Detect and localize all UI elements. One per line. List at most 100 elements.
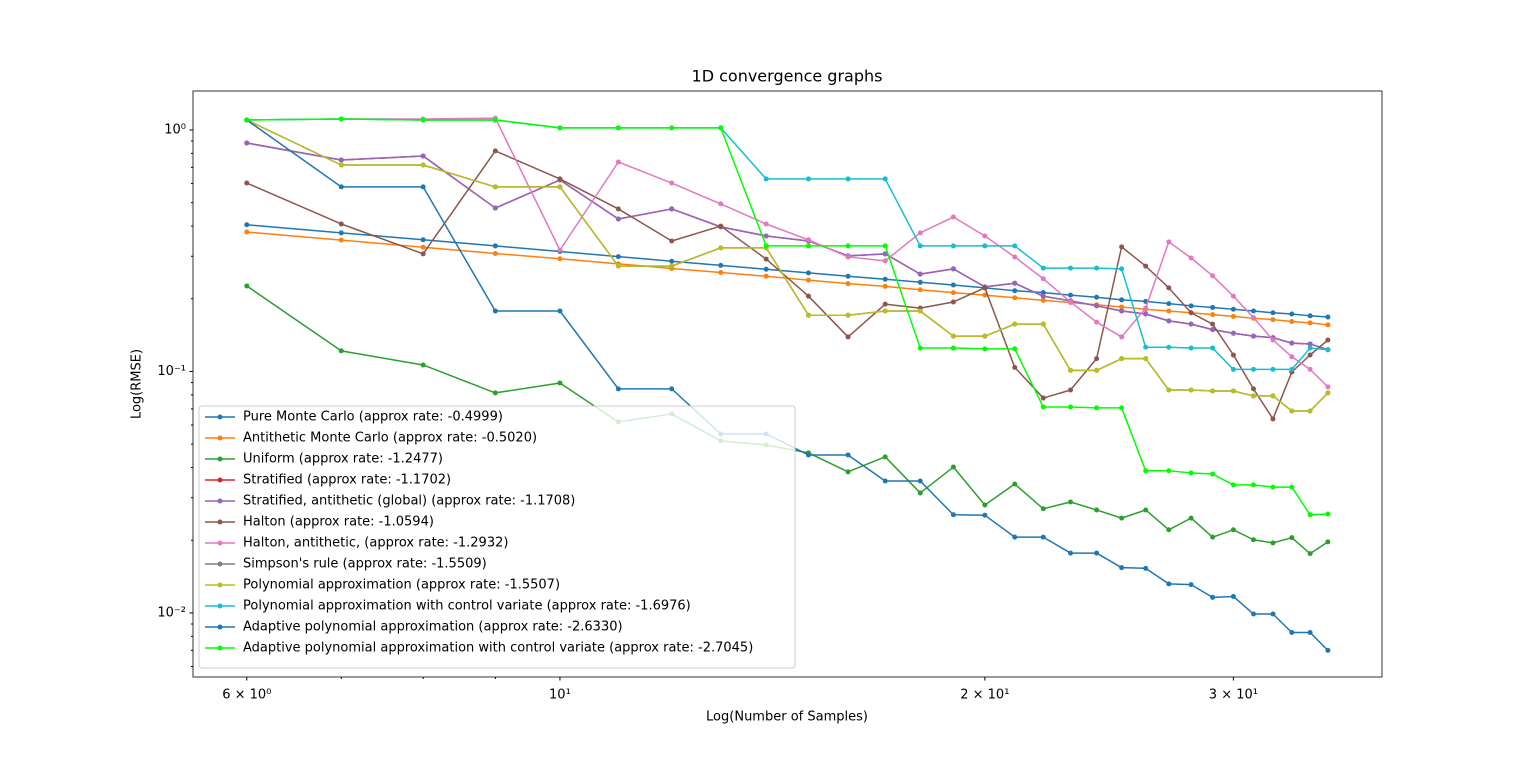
- legend-label: Simpson's rule (approx rate: -1.5509): [243, 557, 487, 572]
- point: [1012, 481, 1018, 487]
- point: [845, 469, 851, 475]
- point: [1188, 345, 1194, 351]
- point: [669, 386, 675, 392]
- legend-marker: [217, 477, 223, 483]
- point: [1270, 310, 1276, 316]
- x-tick-label: 6 × 10⁰: [222, 688, 271, 703]
- point: [1230, 313, 1236, 319]
- point: [1143, 344, 1149, 350]
- point: [1270, 366, 1276, 372]
- point: [1094, 507, 1100, 513]
- legend-label: Halton (approx rate: -1.0594): [243, 515, 434, 530]
- point: [244, 283, 250, 289]
- point: [845, 312, 851, 318]
- point: [1166, 301, 1172, 307]
- y-tick-label: 10⁻²: [157, 605, 186, 620]
- point: [1143, 565, 1149, 571]
- point: [1230, 593, 1236, 599]
- point: [615, 125, 621, 131]
- point: [982, 346, 988, 352]
- series-line: [246, 119, 1329, 651]
- point: [1012, 288, 1018, 294]
- point: [1094, 265, 1100, 271]
- point: [1068, 387, 1074, 393]
- point: [338, 157, 344, 163]
- point: [1040, 297, 1046, 303]
- point: [669, 263, 675, 269]
- point: [420, 244, 426, 250]
- point: [1166, 344, 1172, 350]
- point: [845, 254, 851, 260]
- point: [1210, 534, 1216, 540]
- point: [805, 243, 811, 249]
- point: [718, 125, 724, 131]
- point: [845, 243, 851, 249]
- point: [917, 490, 923, 496]
- point: [950, 290, 956, 296]
- point: [492, 117, 498, 123]
- point: [557, 125, 563, 131]
- point: [1188, 321, 1194, 327]
- point: [492, 184, 498, 190]
- point: [982, 512, 988, 518]
- legend-marker: [217, 645, 223, 651]
- point: [1012, 321, 1018, 327]
- series-line: [246, 142, 1329, 351]
- point: [1250, 308, 1256, 314]
- series-line: [246, 150, 1329, 420]
- legend-label: Halton, antithetic, (approx rate: -1.293…: [243, 536, 508, 551]
- point: [1270, 540, 1276, 546]
- point: [1166, 387, 1172, 393]
- point: [1289, 354, 1295, 360]
- x-tick-label: 3 × 10¹: [1209, 688, 1258, 703]
- legend-label: Polynomial approximation with control va…: [243, 599, 691, 614]
- point: [950, 214, 956, 220]
- point: [1094, 356, 1100, 362]
- point: [1230, 366, 1236, 372]
- point: [1307, 313, 1313, 319]
- point: [1040, 265, 1046, 271]
- point: [1188, 470, 1194, 476]
- point: [1068, 550, 1074, 556]
- point: [1188, 310, 1194, 316]
- legend-label: Uniform (approx rate: -1.2477): [243, 452, 443, 467]
- point: [1270, 317, 1276, 323]
- point: [1270, 337, 1276, 343]
- x-axis-label: Log(Number of Samples): [706, 710, 868, 725]
- point: [1270, 416, 1276, 422]
- point: [1119, 304, 1125, 310]
- point: [718, 269, 724, 275]
- point: [557, 380, 563, 386]
- point: [1325, 314, 1331, 320]
- point: [492, 148, 498, 154]
- point: [1289, 340, 1295, 346]
- point: [1119, 405, 1125, 411]
- x-tick-label: 10¹: [549, 688, 571, 703]
- point: [1040, 290, 1046, 296]
- point: [1210, 594, 1216, 600]
- point: [982, 285, 988, 291]
- point: [1325, 347, 1331, 353]
- legend-label: Adaptive polynomial approximation with c…: [243, 641, 753, 656]
- point: [1307, 345, 1313, 351]
- legend-marker: [217, 498, 223, 504]
- x-tick-label: 2 × 10¹: [960, 688, 1009, 703]
- point: [1040, 534, 1046, 540]
- point: [1250, 537, 1256, 543]
- point: [615, 263, 621, 269]
- point: [420, 251, 426, 257]
- point: [1325, 337, 1331, 343]
- point: [1068, 499, 1074, 505]
- point: [805, 270, 811, 276]
- point: [557, 308, 563, 314]
- point: [982, 243, 988, 249]
- legend: Pure Monte Carlo (approx rate: -0.4999) A…: [198, 405, 796, 669]
- point: [1068, 265, 1074, 271]
- point: [1210, 327, 1216, 333]
- point: [845, 452, 851, 458]
- point: [805, 293, 811, 299]
- point: [1068, 367, 1074, 373]
- point: [882, 243, 888, 249]
- point: [763, 256, 769, 262]
- point: [917, 345, 923, 351]
